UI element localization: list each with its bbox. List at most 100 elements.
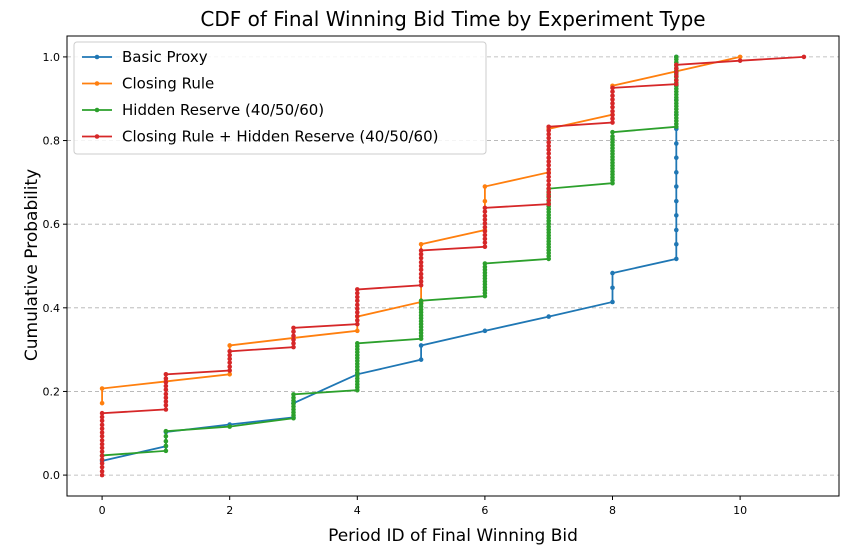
legend-label: Hidden Reserve (40/50/60): [122, 101, 324, 119]
data-point: [99, 461, 105, 466]
data-point: [355, 302, 360, 308]
data-point: [227, 343, 232, 348]
data-point: [610, 97, 615, 102]
data-point: [163, 433, 169, 439]
data-point: [801, 54, 807, 60]
data-point: [546, 139, 551, 145]
legend-marker: [94, 54, 100, 60]
data-point: [355, 306, 360, 311]
legend-item: Closing Rule: [82, 75, 214, 93]
y-tick-label: 0.0: [43, 469, 61, 482]
data-point: [482, 328, 488, 334]
data-point: [291, 325, 296, 331]
legend-item: Basic Proxy: [82, 48, 208, 66]
data-point: [418, 255, 424, 261]
data-point: [674, 81, 679, 87]
data-point: [674, 227, 679, 233]
data-point: [418, 263, 424, 269]
data-point: [546, 143, 551, 149]
legend-marker: [94, 134, 100, 139]
data-point: [227, 349, 232, 354]
data-point: [546, 198, 551, 203]
data-point: [674, 62, 679, 68]
legend-label: Basic Proxy: [122, 48, 208, 66]
data-point: [610, 104, 615, 110]
data-point: [610, 299, 615, 305]
data-point: [610, 108, 615, 114]
data-point: [418, 357, 424, 362]
data-point: [99, 472, 105, 478]
data-point: [227, 368, 232, 373]
data-point: [674, 54, 679, 60]
series-4: [99, 54, 807, 478]
data-point: [163, 379, 169, 385]
data-point: [674, 241, 679, 247]
data-point: [291, 341, 296, 346]
data-point: [355, 294, 360, 300]
data-point: [99, 441, 105, 447]
data-point: [674, 198, 679, 204]
data-point: [482, 240, 488, 245]
data-point: [418, 259, 424, 265]
x-tick-label: 6: [481, 504, 488, 517]
data-point: [482, 264, 488, 270]
data-point: [546, 151, 551, 156]
data-point: [418, 267, 424, 273]
x-axis: 0 2 4 6 8 10: [99, 496, 747, 517]
data-point: [482, 224, 488, 230]
data-point: [674, 155, 679, 160]
data-point: [546, 182, 551, 188]
y-tick-label: 0.4: [43, 302, 61, 315]
series-3: [99, 54, 679, 458]
data-point: [674, 73, 679, 79]
data-point: [546, 167, 551, 172]
data-point: [418, 275, 424, 281]
data-point: [546, 190, 551, 195]
data-point: [355, 318, 360, 323]
data-point: [482, 244, 488, 250]
data-point: [482, 228, 488, 234]
data-point: [737, 54, 743, 60]
data-point: [163, 372, 169, 377]
legend-label: Closing Rule + Hidden Reserve (40/50/60): [122, 128, 438, 146]
data-point: [227, 364, 232, 370]
y-axis-title: Cumulative Probability: [22, 169, 42, 361]
data-point: [610, 85, 615, 91]
data-point: [163, 443, 169, 449]
data-point: [482, 205, 488, 211]
y-tick-label: 0.6: [43, 218, 61, 231]
data-point: [546, 124, 551, 130]
data-point: [674, 78, 679, 83]
data-point: [163, 383, 169, 389]
data-point: [355, 313, 360, 319]
data-point: [546, 314, 551, 319]
chart-title: CDF of Final Winning Bid Time by Experim…: [200, 7, 705, 31]
x-tick-label: 10: [733, 504, 747, 517]
data-point: [355, 298, 360, 304]
data-point: [546, 147, 551, 153]
legend-marker: [94, 81, 100, 86]
data-point: [99, 464, 105, 470]
data-point: [355, 287, 360, 292]
data-point: [610, 134, 615, 139]
y-tick-label: 0.8: [43, 135, 61, 148]
data-point: [99, 457, 105, 462]
x-tick-label: 8: [609, 504, 616, 517]
data-point: [610, 120, 615, 125]
data-point: [418, 279, 424, 284]
data-point: [482, 198, 488, 204]
data-point: [99, 445, 105, 451]
data-point: [418, 241, 424, 247]
data-point: [99, 422, 105, 428]
data-point: [99, 410, 105, 416]
x-tick-label: 2: [226, 504, 233, 517]
data-point: [546, 128, 551, 133]
data-point: [163, 387, 169, 393]
data-point: [418, 271, 424, 277]
data-point: [674, 70, 679, 75]
data-point: [99, 449, 105, 454]
data-point: [99, 469, 105, 474]
data-point: [99, 414, 105, 420]
data-point: [291, 333, 296, 339]
